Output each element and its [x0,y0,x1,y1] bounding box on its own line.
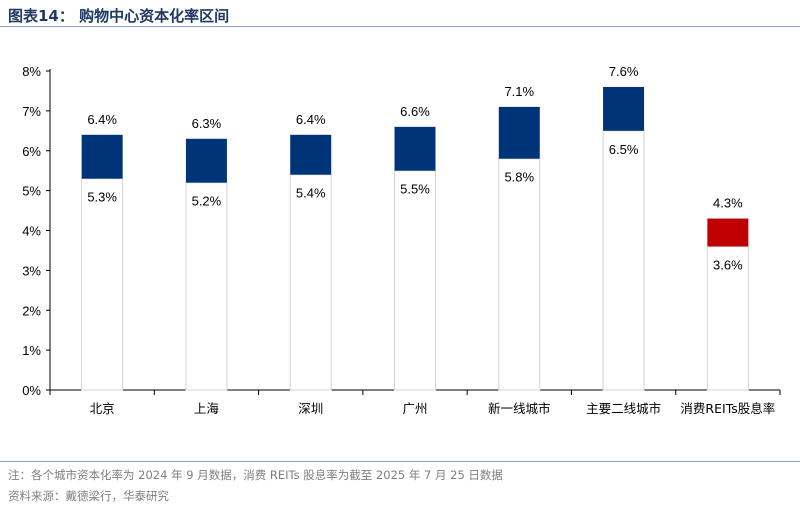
low-value-label: 5.8% [504,170,534,185]
y-tick-label: 6% [22,144,41,159]
range-segment-bar [81,134,123,179]
x-tick-label: 深圳 [298,401,323,416]
footnote: 注：各个城市资本化率为 2024 年 9 月数据，消费 REITs 股息率为截至… [8,468,503,482]
x-tick-label: 北京 [90,401,115,416]
range-base-bar [498,158,541,391]
high-value-label: 7.1% [504,84,534,99]
high-value-label: 4.3% [713,196,743,211]
low-value-label: 5.2% [192,194,222,209]
low-value-label: 3.6% [713,257,743,272]
high-value-label: 6.3% [192,116,222,131]
range-segment-bar [185,138,227,183]
y-tick-label: 7% [22,104,41,119]
y-tick-label: 4% [22,224,41,239]
x-tick-label: 广州 [402,401,427,416]
low-value-label: 5.4% [296,186,326,201]
footer-divider [0,461,800,462]
range-base-bar [394,170,436,391]
y-tick-label: 1% [22,343,41,358]
low-value-label: 5.5% [400,182,430,197]
range-segment-bar [603,86,645,131]
y-tick-label: 8% [22,64,41,79]
x-tick-label: 上海 [194,401,220,416]
low-value-label: 5.3% [87,190,117,205]
range-bar-chart: 0% 1% 2% 3% 4% 5% 6% 7% 8% 6.4% 5.3% 北京 6.3% 5.2% 上海 6.… [22,64,781,416]
high-value-label: 7.6% [609,64,639,79]
y-tick-label: 5% [22,184,41,199]
low-value-label: 6.5% [609,142,639,157]
high-value-label: 6.4% [296,112,326,127]
y-tick-label: 2% [22,303,41,318]
y-tick-label: 0% [22,383,41,398]
range-segment-bar [707,218,749,247]
x-tick-label: 消费REITs股息率 [680,401,775,416]
chart-title: 图表14： 购物中心资本化率区间 [8,7,230,25]
range-base-bar [289,174,332,391]
x-tick-label: 主要二线城市 [586,401,661,416]
range-base-bar [706,245,749,391]
range-base-bar [602,130,645,391]
y-tick-label: 3% [22,263,41,278]
range-segment-bar [290,134,332,175]
x-tick-label: 新一线城市 [488,401,551,416]
high-value-label: 6.4% [87,112,117,127]
range-segment-bar [498,106,540,159]
range-segment-bar [394,126,436,171]
title-divider [0,26,800,27]
range-base-bar [185,182,228,391]
source-note: 资料来源：戴德梁行，华泰研究 [8,489,169,503]
high-value-label: 6.6% [400,104,430,119]
range-base-bar [81,178,124,391]
